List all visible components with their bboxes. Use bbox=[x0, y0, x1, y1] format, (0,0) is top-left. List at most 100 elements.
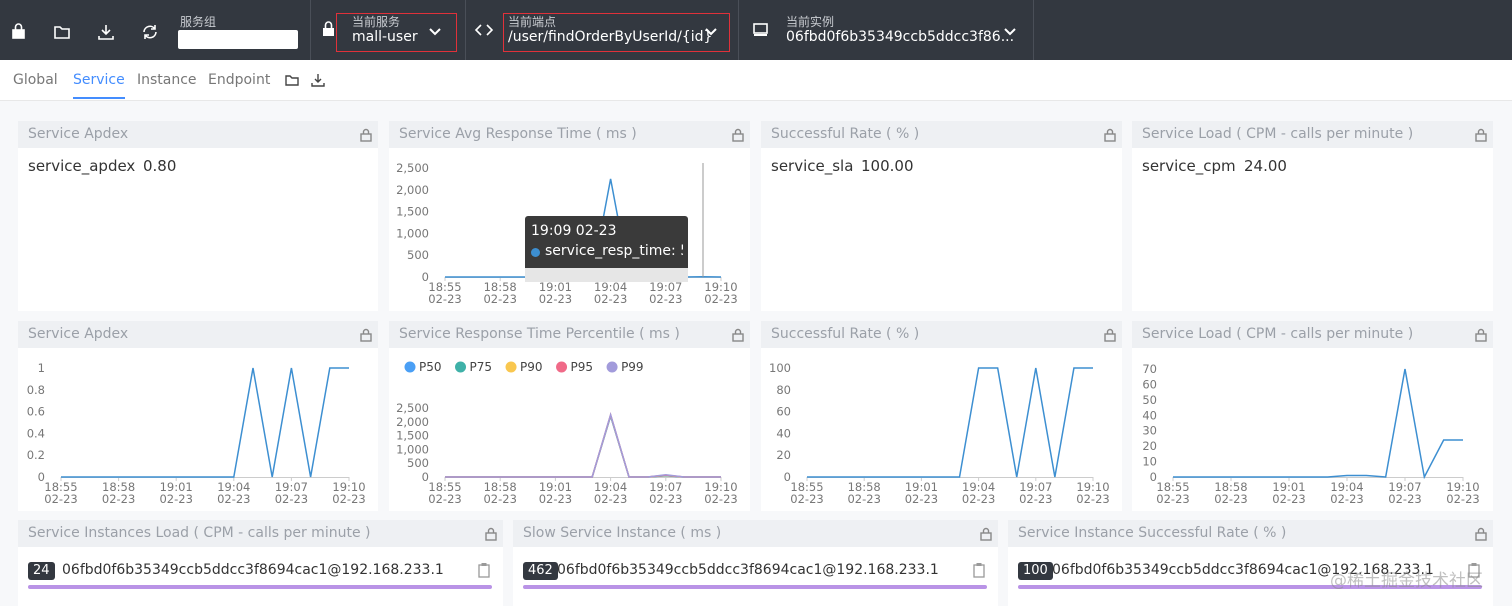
tab[interactable]: Endpoint bbox=[208, 72, 271, 88]
line-series bbox=[807, 367, 1093, 478]
x-tick-label: 19:10 bbox=[704, 280, 737, 294]
panel-body bbox=[18, 547, 503, 606]
panel-body bbox=[18, 348, 378, 511]
panel-body bbox=[761, 348, 1122, 511]
chevron bbox=[429, 28, 441, 36]
x-tick-label: 02-23 bbox=[1446, 492, 1479, 506]
y-tick-label: 0.4 bbox=[27, 426, 45, 440]
lock-icon[interactable] bbox=[359, 128, 373, 142]
x-tick-label: 02-23 bbox=[905, 492, 938, 506]
x-tick-label: 02-23 bbox=[847, 492, 880, 506]
y-tick-label: 50 bbox=[1142, 393, 1157, 407]
line-series bbox=[445, 413, 721, 478]
endpoint-select[interactable] bbox=[503, 13, 730, 52]
lock-icon[interactable] bbox=[979, 527, 993, 541]
separator bbox=[310, 0, 311, 60]
y-tick-label: 0 bbox=[784, 470, 791, 484]
y-tick-label: 1,500 bbox=[396, 205, 429, 219]
lock-icon[interactable] bbox=[484, 527, 498, 541]
lock-icon[interactable] bbox=[359, 328, 373, 342]
x-tick-label: 19:01 bbox=[905, 480, 938, 494]
lock-icon bbox=[323, 21, 334, 36]
chevron bbox=[1004, 28, 1016, 36]
x-tick-label: 19:07 bbox=[1019, 480, 1052, 494]
lock-icon[interactable] bbox=[731, 128, 745, 142]
folder-button[interactable] bbox=[54, 26, 70, 39]
x-tick-label: 02-23 bbox=[275, 492, 308, 506]
tab-bar bbox=[0, 60, 1512, 101]
x-tick-label: 18:55 bbox=[44, 480, 77, 494]
x-tick-label: 19:04 bbox=[1330, 480, 1363, 494]
tab[interactable]: Instance bbox=[137, 72, 197, 88]
legend-dot bbox=[404, 361, 416, 373]
x-tick-label: 18:55 bbox=[1156, 480, 1189, 494]
download-button[interactable] bbox=[98, 25, 114, 40]
panel-title: Service Instance Successful Rate ( % ) bbox=[1008, 520, 1493, 547]
metric-name: service_cpm bbox=[1142, 157, 1236, 175]
panel-title: Successful Rate ( % ) bbox=[761, 321, 1122, 348]
y-tick-label: 30 bbox=[1142, 424, 1157, 438]
panel: Service Load ( CPM - calls per minute ) bbox=[1132, 321, 1493, 511]
x-tick-label: 02-23 bbox=[704, 492, 737, 506]
separator bbox=[738, 0, 739, 60]
x-tick-label: 02-23 bbox=[539, 492, 572, 506]
instance-name[interactable]: 06fbd0f6b35349ccb5ddcc3f8694cac1@192.168… bbox=[1052, 562, 1434, 578]
lock-icon[interactable] bbox=[1103, 128, 1117, 142]
y-tick-label: 500 bbox=[407, 456, 429, 470]
instance-name[interactable]: 06fbd0f6b35349ccb5ddcc3f8694cac1@192.168… bbox=[62, 562, 444, 578]
x-tick-label: 02-23 bbox=[704, 292, 737, 306]
y-tick-label: 2,500 bbox=[396, 401, 429, 415]
y-tick-label: 20 bbox=[1142, 439, 1157, 453]
line-series bbox=[445, 413, 721, 478]
y-tick-label: 100 bbox=[769, 361, 791, 375]
lock-icon[interactable] bbox=[1474, 527, 1488, 541]
service-select[interactable] bbox=[336, 13, 457, 52]
copy-icon[interactable] bbox=[1467, 562, 1481, 578]
value-badge: 24 bbox=[28, 562, 55, 580]
line-series bbox=[445, 412, 721, 478]
panel-body bbox=[1132, 148, 1493, 311]
lock-icon[interactable] bbox=[1103, 328, 1117, 342]
service-group-input[interactable] bbox=[178, 30, 298, 49]
y-tick-label: 60 bbox=[1142, 377, 1157, 391]
lock-icon[interactable] bbox=[731, 328, 745, 342]
x-tick-label: 19:10 bbox=[332, 480, 365, 494]
x-tick-label: 18:55 bbox=[428, 280, 461, 294]
legend-label: P95 bbox=[571, 360, 594, 374]
value[interactable]: 06fbd0f6b35349ccb5ddcc3f86... bbox=[786, 29, 1015, 45]
x-tick-label: 02-23 bbox=[1019, 492, 1052, 506]
x-tick-label: 19:07 bbox=[649, 480, 682, 494]
metric-name: service_apdex bbox=[28, 157, 136, 175]
lock-icon[interactable] bbox=[1474, 328, 1488, 342]
folder-button[interactable] bbox=[285, 75, 299, 86]
panel: Service Load ( CPM - calls per minute ) bbox=[1132, 121, 1493, 311]
tab[interactable]: Service bbox=[73, 72, 125, 88]
toolbar: 服务组 当前服务 mall-user 当前端点 /user/findOrderB… bbox=[0, 0, 1512, 60]
line-series bbox=[445, 411, 721, 478]
panel-body bbox=[18, 148, 378, 311]
lock-button[interactable] bbox=[12, 23, 25, 39]
panel: Service Apdex bbox=[18, 121, 378, 311]
chevron bbox=[705, 28, 717, 36]
copy-icon[interactable] bbox=[972, 562, 986, 578]
y-tick-label: 500 bbox=[407, 248, 429, 262]
x-tick-label: 02-23 bbox=[1214, 492, 1247, 506]
y-tick-label: 40 bbox=[1142, 408, 1157, 422]
y-tick-label: 0 bbox=[422, 470, 429, 484]
chart: 00.20.40.60.8118:5502-2318:5802-2319:010… bbox=[27, 361, 366, 506]
toolbar-icons bbox=[12, 23, 157, 40]
progress-bar bbox=[1018, 585, 1482, 589]
value-badge: 100 bbox=[1018, 562, 1053, 580]
lock-icon[interactable] bbox=[1474, 128, 1488, 142]
x-tick-label: 02-23 bbox=[1156, 492, 1189, 506]
y-tick-label: 40 bbox=[776, 426, 791, 440]
x-tick-label: 02-23 bbox=[44, 492, 77, 506]
download-button[interactable] bbox=[311, 74, 325, 87]
tooltip-text: service_resp_time: 5 bbox=[545, 243, 683, 259]
copy-icon[interactable] bbox=[477, 562, 491, 578]
refresh-button[interactable] bbox=[143, 25, 157, 39]
y-tick-label: 0.2 bbox=[27, 448, 45, 462]
tab[interactable]: Global bbox=[13, 72, 58, 88]
instance-name[interactable]: 06fbd0f6b35349ccb5ddcc3f8694cac1@192.168… bbox=[557, 562, 939, 578]
